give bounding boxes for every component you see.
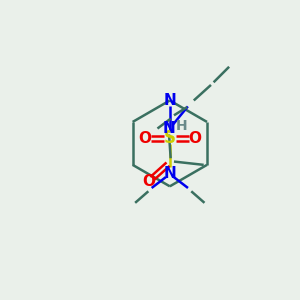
Text: S: S [164,129,176,147]
Text: O: O [143,174,156,189]
Text: O: O [139,131,152,146]
Text: N: N [163,121,176,136]
Text: N: N [164,166,176,181]
Text: O: O [188,131,201,146]
Text: N: N [164,93,176,108]
Text: H: H [176,119,188,133]
